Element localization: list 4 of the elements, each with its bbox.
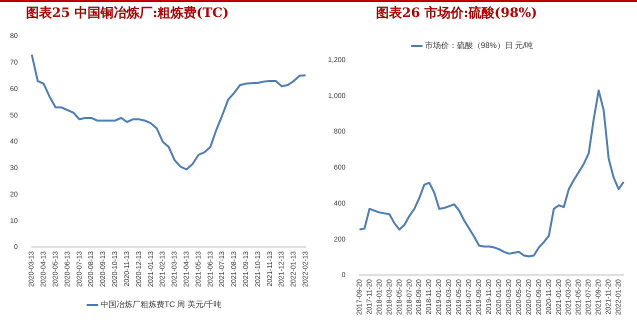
legend-label: 市场价：硫酸（98%）日 元/吨 bbox=[424, 41, 534, 50]
chart-title: 图表25 中国铜冶炼厂:粗炼费(TC) bbox=[25, 5, 230, 23]
chart-title: 图表26 市场价:硫酸(98%) bbox=[375, 4, 538, 23]
legend-label: 中国冶炼厂粗炼费TC 周 美元/千吨 bbox=[100, 300, 222, 310]
